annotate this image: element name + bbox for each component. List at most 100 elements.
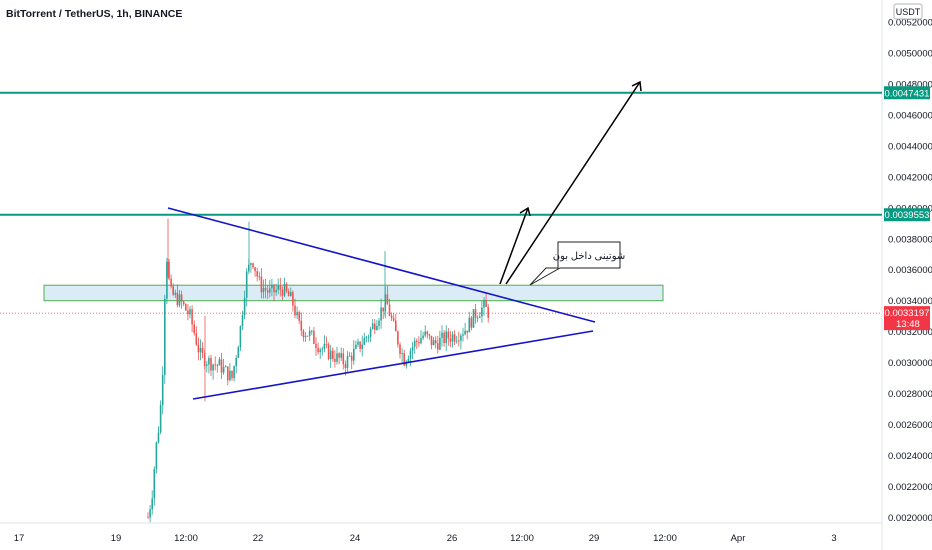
candle <box>453 330 456 346</box>
candle <box>418 336 420 348</box>
candle <box>313 327 315 345</box>
candle <box>390 312 393 321</box>
candle <box>264 278 267 299</box>
candle <box>329 345 332 369</box>
projection-arrows[interactable] <box>499 80 642 285</box>
currency-button[interactable]: USDT <box>893 3 923 20</box>
candle <box>455 335 458 344</box>
candle <box>432 337 435 346</box>
time-tick-label: 12:00 <box>174 533 198 544</box>
candle <box>290 287 292 297</box>
time-tick-label: 12:00 <box>510 533 534 544</box>
time-tick-label: 24 <box>350 533 361 544</box>
price-tick-label: 0.0038000 <box>888 234 932 245</box>
candle <box>378 317 380 330</box>
candle <box>153 466 156 506</box>
candle <box>445 325 447 352</box>
descending-trendline[interactable] <box>167 207 596 323</box>
candle <box>166 257 168 304</box>
candle <box>321 346 324 356</box>
candle <box>285 282 288 294</box>
candle <box>476 315 479 323</box>
countdown-text: 13:48 <box>896 319 920 330</box>
candle <box>155 441 158 474</box>
price-tick-label: 0.0050000 <box>888 48 932 59</box>
consolidation-zone[interactable] <box>43 284 664 302</box>
candle <box>149 505 151 523</box>
candle <box>199 339 202 361</box>
candle <box>245 268 248 307</box>
candle <box>315 337 317 356</box>
candle <box>193 320 195 336</box>
candle <box>363 332 366 346</box>
candle <box>479 311 481 318</box>
candle <box>485 293 487 308</box>
candle <box>481 300 483 323</box>
ascending-trendline[interactable] <box>192 330 594 400</box>
candle <box>279 277 282 297</box>
candle <box>397 330 399 348</box>
candle <box>243 290 246 320</box>
candle <box>262 279 265 299</box>
candle <box>241 310 244 330</box>
time-tick-label: 12:00 <box>653 533 677 544</box>
candle <box>388 298 391 317</box>
candle <box>239 325 242 351</box>
time-tick-label: 3 <box>831 533 836 544</box>
candle <box>409 347 412 367</box>
candle <box>371 318 374 330</box>
candle <box>258 271 261 281</box>
candle <box>208 355 210 374</box>
candle <box>413 337 416 354</box>
candle <box>470 316 473 331</box>
candle <box>466 330 468 340</box>
candle <box>317 342 319 355</box>
candle <box>189 306 191 319</box>
candle <box>197 337 200 361</box>
candle <box>218 356 221 366</box>
candle <box>271 278 273 297</box>
candle <box>216 363 219 373</box>
candle <box>462 327 464 342</box>
time-axis[interactable]: 17 19 12:00 22 24 26 12:00 29 12:00 Apr 3 <box>14 533 837 544</box>
candle <box>353 340 355 365</box>
candle <box>361 335 363 357</box>
candle <box>296 306 298 319</box>
time-tick-label: 29 <box>589 533 600 544</box>
price-tick-label: 0.0036000 <box>888 265 932 276</box>
candle <box>357 338 359 348</box>
candle <box>220 352 223 380</box>
candles[interactable] <box>147 218 489 523</box>
price-tick-label: 0.0044000 <box>888 141 932 152</box>
candle <box>231 370 233 381</box>
candle <box>420 330 422 345</box>
price-tick-label: 0.0048000 <box>888 79 932 90</box>
price-tick-label: 0.0026000 <box>888 420 932 431</box>
annotation-callout[interactable]: شوتینی داخل بون <box>529 241 625 286</box>
candle <box>332 347 334 362</box>
candle <box>460 333 462 350</box>
candle <box>441 325 443 347</box>
time-tick-label: Apr <box>731 533 746 544</box>
candle <box>306 335 309 337</box>
candle <box>416 338 418 350</box>
price-tick-label: 0.0042000 <box>888 172 932 183</box>
current-price-text: 0.0033197 <box>885 308 930 319</box>
candle <box>224 364 227 368</box>
price-tick-label: 0.0030000 <box>888 358 932 369</box>
candle <box>434 336 437 349</box>
candle <box>346 351 349 373</box>
candle <box>170 274 172 289</box>
candle <box>336 346 338 365</box>
level-tag-upper-text: 0.0047431 <box>885 88 930 99</box>
candle <box>191 305 193 333</box>
level-tag-lower: 0.0039553 <box>884 208 930 222</box>
candle <box>235 355 237 374</box>
candle <box>227 366 229 386</box>
candle <box>395 314 397 332</box>
time-tick-label: 22 <box>253 533 264 544</box>
current-price-tag: 0.0033197 13:48 <box>884 306 930 331</box>
price-tick-label: 0.0034000 <box>888 296 932 307</box>
candle <box>319 347 321 359</box>
